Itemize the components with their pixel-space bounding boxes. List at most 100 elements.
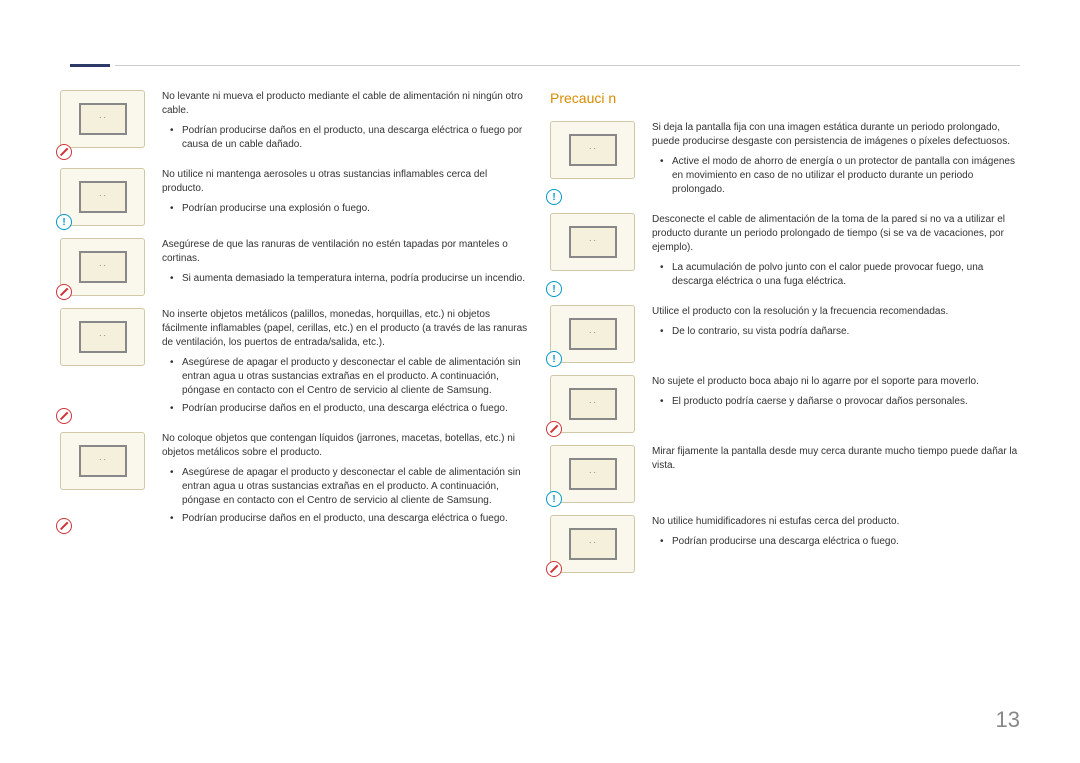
safety-bullet-list: La acumulación de polvo junto con el cal…: [652, 261, 1020, 289]
safety-item: No levante ni mueva el producto mediante…: [60, 90, 530, 156]
safety-item: Desconecte el cable de alimentación de l…: [550, 213, 1020, 293]
prohibit-icon: [546, 421, 562, 437]
safety-bullet-list: El producto podría caerse y dañarse o pr…: [652, 395, 1020, 409]
safety-item: No coloque objetos que contengan líquido…: [60, 432, 530, 530]
section-title-precaucion: Precauci n: [550, 90, 1020, 106]
safety-bullet-list: Si aumenta demasiado la temperatura inte…: [162, 272, 530, 286]
tv-icon: [569, 528, 617, 560]
info-icon: [546, 491, 562, 507]
info-icon: [546, 351, 562, 367]
safety-text: No utilice ni mantenga aerosoles u otras…: [162, 168, 530, 226]
safety-illustration: [550, 121, 635, 179]
safety-bullet-item: La acumulación de polvo junto con el cal…: [664, 261, 1020, 289]
safety-item: No utilice ni mantenga aerosoles u otras…: [60, 168, 530, 226]
safety-illustration: [550, 445, 635, 503]
safety-item: Mirar fijamente la pantalla desde muy ce…: [550, 445, 1020, 503]
safety-icon-box: [60, 238, 150, 296]
tv-icon: [79, 445, 127, 477]
safety-bullet-item: Podrían producirse una explosión o fuego…: [174, 202, 530, 216]
safety-icon-box: [60, 432, 150, 530]
safety-text: No sujete el producto boca abajo ni lo a…: [652, 375, 1020, 433]
safety-icon-box: [550, 515, 640, 573]
left-column: No levante ni mueva el producto mediante…: [60, 90, 530, 585]
safety-text: No inserte objetos metálicos (palillos, …: [162, 308, 530, 420]
safety-main-text: Utilice el producto con la resolución y …: [652, 305, 1020, 319]
safety-bullet-item: De lo contrario, su vista podría dañarse…: [664, 325, 1020, 339]
safety-bullet-list: Podrían producirse una explosión o fuego…: [162, 202, 530, 216]
safety-text: No levante ni mueva el producto mediante…: [162, 90, 530, 156]
safety-illustration: [60, 90, 145, 148]
safety-illustration: [550, 515, 635, 573]
tv-icon: [79, 181, 127, 213]
safety-item: No utilice humidificadores ni estufas ce…: [550, 515, 1020, 573]
safety-illustration: [550, 375, 635, 433]
safety-illustration: [550, 305, 635, 363]
safety-text: Asegúrese de que las ranuras de ventilac…: [162, 238, 530, 296]
safety-bullet-item: El producto podría caerse y dañarse o pr…: [664, 395, 1020, 409]
safety-item: Si deja la pantalla fija con una imagen …: [550, 121, 1020, 201]
safety-bullet-list: De lo contrario, su vista podría dañarse…: [652, 325, 1020, 339]
safety-bullet-item: Podrían producirse una descarga eléctric…: [664, 535, 1020, 549]
safety-bullet-item: Podrían producirse daños en el producto,…: [174, 512, 530, 526]
tv-icon: [79, 103, 127, 135]
tv-icon: [569, 134, 617, 166]
safety-illustration: [60, 168, 145, 226]
safety-text: No coloque objetos que contengan líquido…: [162, 432, 530, 530]
prohibit-icon: [56, 408, 72, 424]
prohibit-icon: [56, 518, 72, 534]
info-icon: [56, 214, 72, 230]
safety-bullet-item: Podrían producirse daños en el producto,…: [174, 124, 530, 152]
safety-bullet-item: Podrían producirse daños en el producto,…: [174, 402, 530, 416]
safety-icon-box: [550, 213, 640, 293]
info-icon: [546, 281, 562, 297]
safety-text: Mirar fijamente la pantalla desde muy ce…: [652, 445, 1020, 503]
tv-icon: [569, 226, 617, 258]
safety-icon-box: [550, 445, 640, 503]
safety-main-text: Si deja la pantalla fija con una imagen …: [652, 121, 1020, 149]
safety-icon-box: [60, 90, 150, 156]
tv-icon: [569, 318, 617, 350]
safety-main-text: Asegúrese de que las ranuras de ventilac…: [162, 238, 530, 266]
safety-illustration: [60, 308, 145, 366]
info-icon: [546, 189, 562, 205]
safety-item: No sujete el producto boca abajo ni lo a…: [550, 375, 1020, 433]
prohibit-icon: [546, 561, 562, 577]
main-content: No levante ni mueva el producto mediante…: [60, 90, 1020, 585]
safety-bullet-list: Podrían producirse una descarga eléctric…: [652, 535, 1020, 549]
safety-main-text: No sujete el producto boca abajo ni lo a…: [652, 375, 1020, 389]
safety-bullet-list: Asegúrese de apagar el producto y descon…: [162, 466, 530, 526]
prohibit-icon: [56, 284, 72, 300]
safety-bullet-list: Podrían producirse daños en el producto,…: [162, 124, 530, 152]
safety-text: No utilice humidificadores ni estufas ce…: [652, 515, 1020, 573]
safety-bullet-item: Asegúrese de apagar el producto y descon…: [174, 356, 530, 398]
safety-text: Utilice el producto con la resolución y …: [652, 305, 1020, 363]
safety-item: Utilice el producto con la resolución y …: [550, 305, 1020, 363]
safety-bullet-list: Asegúrese de apagar el producto y descon…: [162, 356, 530, 416]
safety-bullet-item: Si aumenta demasiado la temperatura inte…: [174, 272, 530, 286]
header-divider: [115, 65, 1020, 66]
tv-icon: [569, 458, 617, 490]
safety-main-text: No utilice ni mantenga aerosoles u otras…: [162, 168, 530, 196]
right-column: Precauci n Si deja la pantalla fija con …: [550, 90, 1020, 585]
safety-text: Desconecte el cable de alimentación de l…: [652, 213, 1020, 293]
tv-icon: [569, 388, 617, 420]
header-accent-line: [70, 64, 110, 67]
safety-icon-box: [550, 375, 640, 433]
safety-main-text: Desconecte el cable de alimentación de l…: [652, 213, 1020, 255]
safety-icon-box: [60, 308, 150, 420]
safety-main-text: No levante ni mueva el producto mediante…: [162, 90, 530, 118]
safety-icon-box: [550, 121, 640, 201]
safety-main-text: Mirar fijamente la pantalla desde muy ce…: [652, 445, 1020, 473]
safety-item: No inserte objetos metálicos (palillos, …: [60, 308, 530, 420]
page-number: 13: [996, 707, 1020, 733]
safety-item: Asegúrese de que las ranuras de ventilac…: [60, 238, 530, 296]
safety-bullet-item: Active el modo de ahorro de energía o un…: [664, 155, 1020, 197]
prohibit-icon: [56, 144, 72, 160]
tv-icon: [79, 251, 127, 283]
safety-illustration: [550, 213, 635, 271]
safety-main-text: No utilice humidificadores ni estufas ce…: [652, 515, 1020, 529]
safety-icon-box: [550, 305, 640, 363]
safety-main-text: No inserte objetos metálicos (palillos, …: [162, 308, 530, 350]
safety-icon-box: [60, 168, 150, 226]
safety-bullet-item: Asegúrese de apagar el producto y descon…: [174, 466, 530, 508]
